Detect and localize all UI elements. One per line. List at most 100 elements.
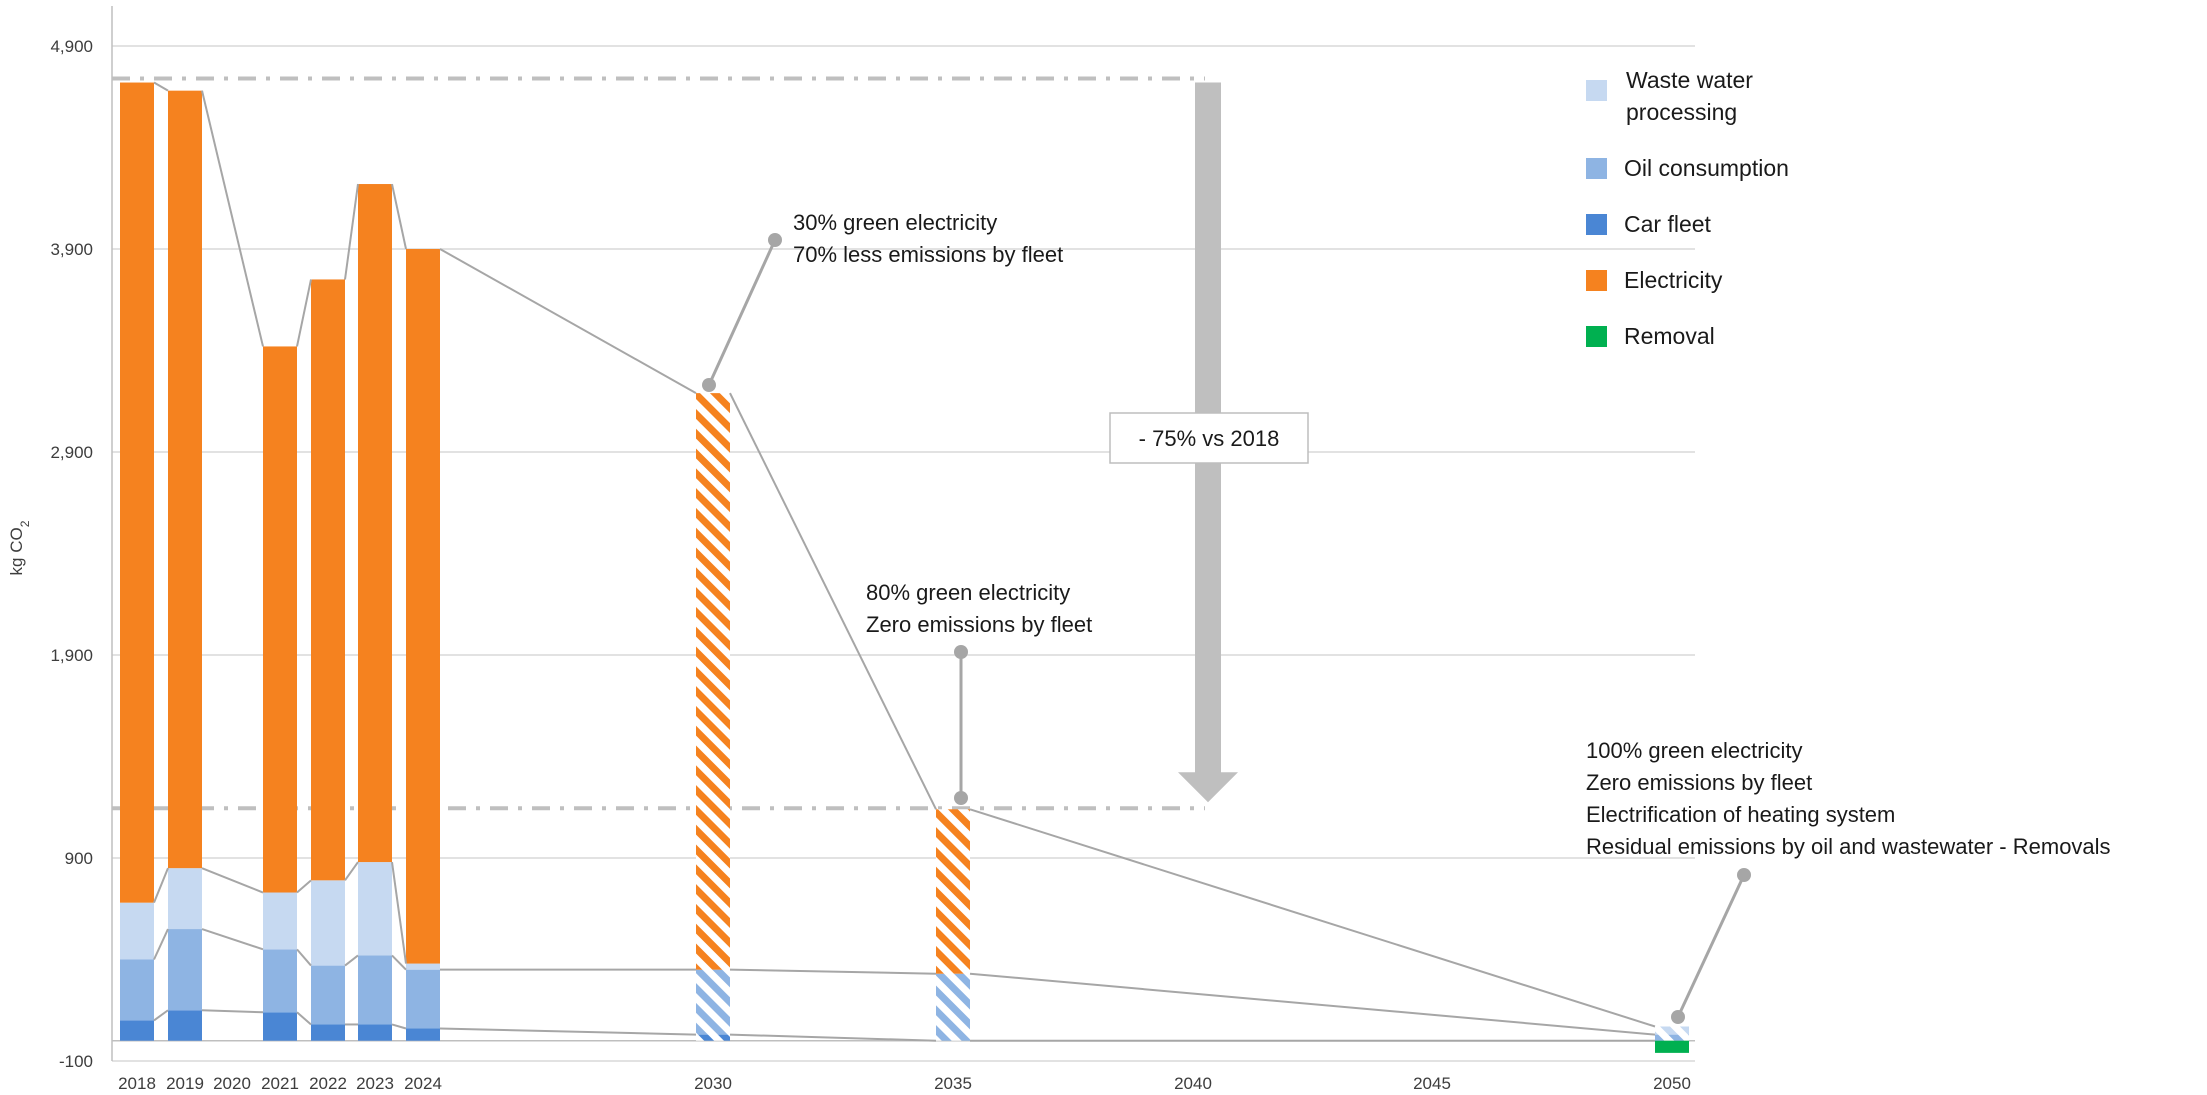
connector-line	[201, 928, 264, 951]
connector-line	[969, 972, 1656, 1036]
x-tick-label: 2023	[356, 1074, 394, 1093]
connector-lines	[153, 81, 1656, 1042]
connector-line	[439, 1027, 697, 1036]
x-tick-label: 2050	[1653, 1074, 1691, 1093]
y-tick-label: 3,900	[50, 240, 93, 259]
reduction-arrow: - 75% vs 2018	[1109, 82, 1309, 803]
annotation-leader	[1676, 874, 1746, 1018]
connector-line	[344, 954, 359, 967]
bar-segment	[358, 862, 392, 956]
y-tick-label: 4,900	[50, 37, 93, 56]
connector-line	[201, 867, 264, 894]
y-tick-label: 900	[65, 849, 93, 868]
bar-segment	[168, 868, 202, 930]
bar-segment	[168, 1010, 202, 1041]
leader-dot	[1671, 1010, 1685, 1024]
x-tick-label: 2024	[404, 1074, 442, 1093]
legend: Waste water processing Oil consumption Car …	[1586, 67, 1789, 349]
gridlines	[112, 45, 1695, 1062]
axes: 4,900 3,900 2,900 1,900 900 -100 2018 2019 2020 2…	[50, 6, 1691, 1093]
bar-segment-removal	[1655, 1040, 1689, 1053]
connector-line	[729, 392, 937, 810]
bar-segment	[1655, 1026, 1689, 1035]
bar-segment	[263, 1012, 297, 1041]
connector-line	[439, 248, 697, 395]
connector-line	[391, 1023, 407, 1030]
bar-segment	[120, 902, 154, 960]
leader-dot	[768, 233, 782, 247]
bar-segment	[263, 949, 297, 1013]
annotation-line: Residual emissions by oil and wastewater…	[1586, 834, 2111, 859]
bar-segment	[406, 969, 440, 1029]
legend-label: Removal	[1624, 323, 1715, 349]
bar-segment	[936, 809, 970, 974]
x-tick-label: 2021	[261, 1074, 299, 1093]
x-tick-label: 2035	[934, 1074, 972, 1093]
connector-line	[729, 1033, 937, 1042]
legend-label: processing	[1626, 99, 1737, 125]
annotation-line: Zero emissions by fleet	[1586, 770, 1812, 795]
callout-label: - 75% vs 2018	[1139, 426, 1280, 451]
bar-segment	[311, 880, 345, 966]
connector-line	[391, 183, 407, 250]
legend-label: Oil consumption	[1624, 155, 1789, 181]
leader-dot	[954, 791, 968, 805]
y-tick-label: -100	[59, 1052, 93, 1071]
bar-segment	[358, 955, 392, 1025]
connector-line	[201, 1009, 264, 1014]
connector-line	[729, 968, 937, 975]
legend-swatch	[1586, 80, 1607, 101]
legend-label: Electricity	[1624, 267, 1723, 293]
legend-swatch	[1586, 270, 1607, 291]
connector-line	[344, 861, 359, 881]
annotation-line: Electrification of heating system	[1586, 802, 1895, 827]
bar-segment	[263, 892, 297, 950]
bar-segment	[696, 969, 730, 1035]
bar-segment	[311, 279, 345, 881]
bar-segment	[406, 963, 440, 970]
connector-line	[391, 861, 407, 964]
bar-segment	[358, 184, 392, 863]
x-tick-label: 2030	[694, 1074, 732, 1093]
connector-line	[296, 879, 312, 894]
connector-line	[153, 867, 169, 904]
annotation-line: 100% green electricity	[1586, 738, 1802, 763]
annotation-line: 70% less emissions by fleet	[793, 242, 1063, 267]
x-tick-label: 2019	[166, 1074, 204, 1093]
connector-line	[296, 948, 312, 967]
callout-box	[1109, 412, 1309, 464]
legend-swatch	[1586, 326, 1607, 347]
legend-swatch	[1586, 158, 1607, 179]
bar-segment	[120, 82, 154, 903]
annotation-line: Zero emissions by fleet	[866, 612, 1092, 637]
annotation-line: 30% green electricity	[793, 210, 997, 235]
bar-segment	[311, 1024, 345, 1041]
connector-line	[344, 183, 359, 280]
bar-segment	[1655, 1034, 1689, 1041]
bar-segment	[696, 393, 730, 970]
legend-label: Waste water	[1626, 67, 1753, 93]
legend-swatch	[1586, 214, 1607, 235]
bar-segment	[358, 1024, 392, 1041]
annotations: 30% green electricity 70% less emissions …	[702, 210, 2111, 1024]
x-tick-label: 2022	[309, 1074, 347, 1093]
connector-line	[296, 1011, 312, 1026]
arrow-head	[1178, 772, 1238, 803]
connector-line	[153, 1009, 169, 1022]
y-tick-label: 1,900	[50, 646, 93, 665]
connector-line	[153, 928, 169, 960]
bar-segment	[696, 1034, 730, 1041]
x-tick-label: 2018	[118, 1074, 156, 1093]
leader-dot	[954, 645, 968, 659]
x-tick-label: 2020	[213, 1074, 251, 1093]
bar-segment	[120, 1020, 154, 1041]
annotation-leader	[707, 239, 777, 386]
bar-segment	[168, 929, 202, 1011]
bar-segment	[311, 965, 345, 1025]
y-axis-label: kg CO2	[7, 520, 32, 575]
connector-line	[201, 90, 264, 347]
bar-segment	[168, 90, 202, 869]
bar-segment	[120, 959, 154, 1021]
x-tick-label: 2045	[1413, 1074, 1451, 1093]
leader-dot	[1737, 868, 1751, 882]
